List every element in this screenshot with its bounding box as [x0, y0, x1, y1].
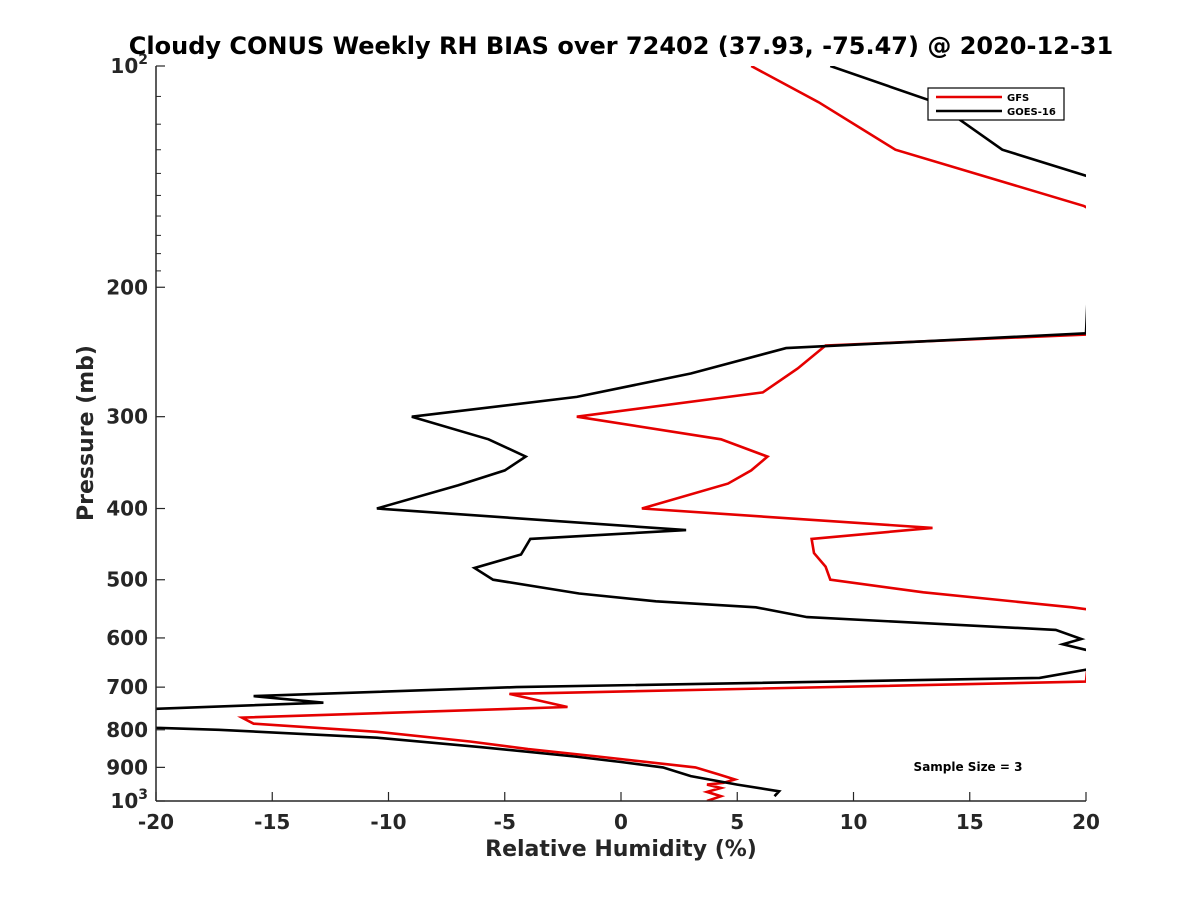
legend: GFS GOES-16 [927, 87, 1065, 121]
chart-title: Cloudy CONUS Weekly RH BIAS over 72402 (… [129, 32, 1113, 60]
y-tick-label: 400 [106, 497, 148, 521]
series-line-goes16 [156, 66, 1086, 798]
x-tick-label: -10 [370, 810, 406, 834]
x-tick-label: 15 [956, 810, 984, 834]
x-tick-label: 0 [614, 810, 628, 834]
x-tick-label: -20 [138, 810, 174, 834]
x-tick-label: 20 [1072, 810, 1100, 834]
legend-label-gfs: GFS [1007, 93, 1029, 104]
series-layer [156, 66, 1086, 801]
y-tick-label: 500 [106, 568, 148, 592]
y-tick-label: 800 [106, 718, 148, 742]
x-tick-label: -5 [494, 810, 516, 834]
legend-label-goes16: GOES-16 [1007, 107, 1056, 118]
series-line-gfs [237, 66, 1086, 801]
y-axis-label: Pressure (mb) [74, 345, 99, 521]
x-tick-label: 10 [840, 810, 868, 834]
x-tick-labels: -20 -15 -10 -5 0 5 10 15 20 [138, 792, 1100, 834]
y-tick-label: 700 [106, 675, 148, 699]
plot-area [156, 66, 1086, 801]
y-tick-label: 200 [106, 275, 148, 299]
x-axis-label: Relative Humidity (%) [485, 837, 757, 862]
x-tick-label: -15 [254, 810, 290, 834]
sample-size-annotation: Sample Size = 3 [914, 760, 1023, 774]
y-tick-label: 900 [106, 755, 148, 779]
legend-box [927, 87, 1065, 121]
y-tick-label: 300 [106, 405, 148, 429]
x-tick-label: 5 [730, 810, 744, 834]
y-tick-label: 600 [106, 626, 148, 650]
